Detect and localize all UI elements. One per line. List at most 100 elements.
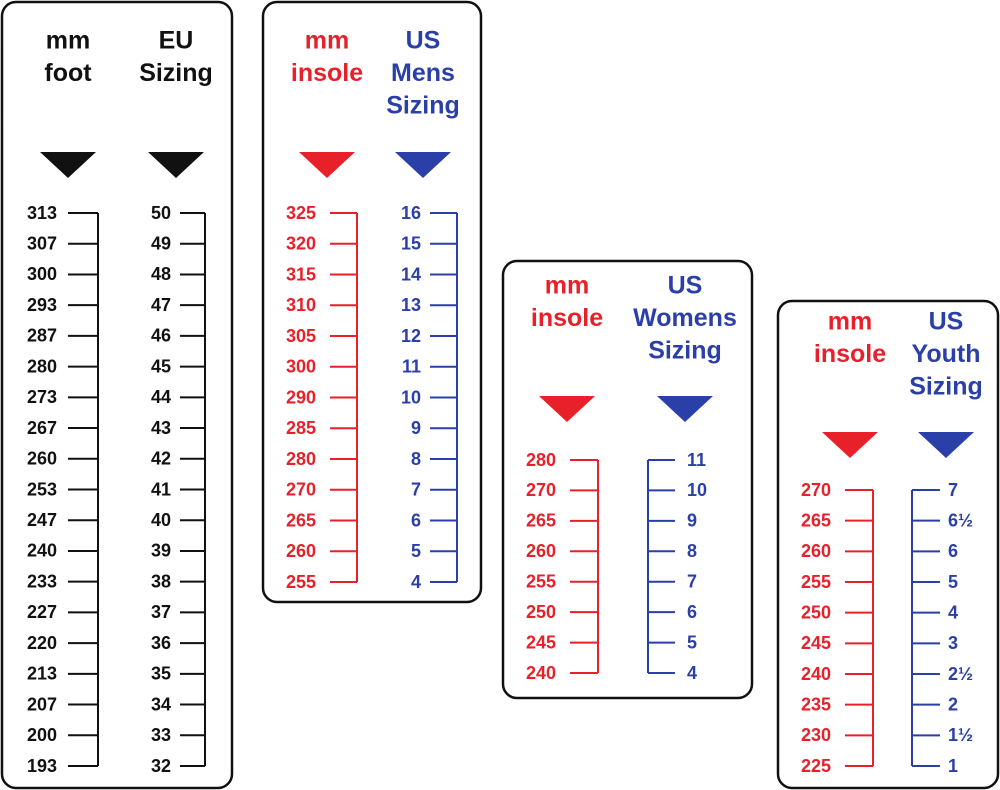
- size-label: 46: [151, 326, 171, 346]
- size-label: 5: [687, 632, 697, 652]
- size-label: 2: [948, 694, 958, 714]
- size-label: 213: [27, 664, 57, 684]
- size-label: 227: [27, 602, 57, 622]
- size-label: 250: [801, 602, 831, 622]
- column-header: mm: [828, 308, 872, 336]
- size-label: 225: [801, 756, 831, 776]
- size-label: 280: [27, 356, 57, 376]
- size-label: 40: [151, 510, 171, 530]
- size-label: 5: [411, 541, 421, 561]
- column-header: mm: [545, 272, 589, 300]
- panel: [776, 299, 1000, 790]
- size-label: 9: [411, 418, 421, 438]
- size-label: 280: [286, 449, 316, 469]
- size-label: 14: [401, 264, 421, 284]
- size-label: 260: [286, 541, 316, 561]
- size-label: 37: [151, 602, 171, 622]
- size-label: 235: [801, 694, 831, 714]
- arrow-down: [657, 396, 713, 422]
- column-header: insole: [531, 304, 603, 332]
- column-header: Sizing: [139, 59, 213, 87]
- size-label: 6: [948, 541, 958, 561]
- size-label: 287: [27, 326, 57, 346]
- column-header: mm: [46, 27, 90, 55]
- column-header: EU: [159, 27, 194, 55]
- size-label: 12: [401, 326, 421, 346]
- size-label: 255: [286, 572, 316, 592]
- size-label: 285: [286, 418, 316, 438]
- column-header: foot: [44, 59, 92, 87]
- panel: [501, 259, 754, 700]
- size-label: 315: [286, 264, 316, 284]
- size-label: 313: [27, 203, 57, 223]
- size-label: 5: [948, 572, 958, 592]
- size-label: 34: [151, 694, 171, 714]
- size-label: 207: [27, 694, 57, 714]
- size-label: 253: [27, 479, 57, 499]
- size-label: 245: [526, 632, 556, 652]
- size-label: 6: [411, 510, 421, 530]
- size-label: 2½: [948, 664, 973, 684]
- size-label: 6: [687, 602, 697, 622]
- size-label: 300: [27, 264, 57, 284]
- size-label: 270: [286, 480, 316, 500]
- size-label: 42: [151, 449, 171, 469]
- size-label: 247: [27, 510, 57, 530]
- size-label: 265: [526, 511, 556, 531]
- size-label: 7: [411, 480, 421, 500]
- size-label: 13: [401, 295, 421, 315]
- size-label: 32: [151, 756, 171, 776]
- column-header: Womens: [633, 304, 737, 332]
- size-label: 250: [526, 602, 556, 622]
- size-label: 35: [151, 664, 171, 684]
- size-label: 320: [286, 234, 316, 254]
- size-label: 200: [27, 725, 57, 745]
- size-label: 33: [151, 725, 171, 745]
- column-header: Sizing: [386, 92, 460, 120]
- size-label: 260: [526, 541, 556, 561]
- size-label: 300: [286, 357, 316, 377]
- size-label: 36: [151, 633, 171, 653]
- size-label: 255: [801, 572, 831, 592]
- size-label: 10: [687, 480, 707, 500]
- arrow-down: [918, 432, 974, 458]
- size-label: 245: [801, 633, 831, 653]
- size-label: 230: [801, 725, 831, 745]
- size-label: 265: [286, 510, 316, 530]
- size-label: 48: [151, 264, 171, 284]
- arrow-down: [40, 152, 96, 178]
- size-label: 8: [687, 541, 697, 561]
- size-label: 38: [151, 571, 171, 591]
- size-label: 280: [526, 450, 556, 470]
- size-label: 255: [526, 571, 556, 591]
- panel: [0, 0, 234, 790]
- size-label: 7: [687, 571, 697, 591]
- column-header: insole: [814, 340, 886, 368]
- column-header: Youth: [912, 340, 981, 368]
- arrow-down: [148, 152, 204, 178]
- size-label: 267: [27, 418, 57, 438]
- size-label: 45: [151, 356, 171, 376]
- size-label: 290: [286, 387, 316, 407]
- size-label: 10: [401, 387, 421, 407]
- size-label: 293: [27, 295, 57, 315]
- size-label: 1½: [948, 725, 973, 745]
- arrow-down: [395, 152, 451, 178]
- size-label: 265: [801, 510, 831, 530]
- size-label: 49: [151, 233, 171, 253]
- size-label: 325: [286, 203, 316, 223]
- size-label: 240: [526, 663, 556, 683]
- size-label: 260: [801, 541, 831, 561]
- arrow-down: [299, 152, 355, 178]
- column-header: US: [929, 308, 964, 336]
- size-label: 47: [151, 295, 171, 315]
- size-label: 3: [948, 633, 958, 653]
- size-label: 15: [401, 234, 421, 254]
- size-label: 1: [948, 756, 958, 776]
- column-header: Mens: [391, 59, 455, 87]
- size-label: 220: [27, 633, 57, 653]
- size-label: 11: [687, 450, 706, 470]
- size-label: 11: [402, 357, 421, 377]
- size-label: 9: [687, 511, 697, 531]
